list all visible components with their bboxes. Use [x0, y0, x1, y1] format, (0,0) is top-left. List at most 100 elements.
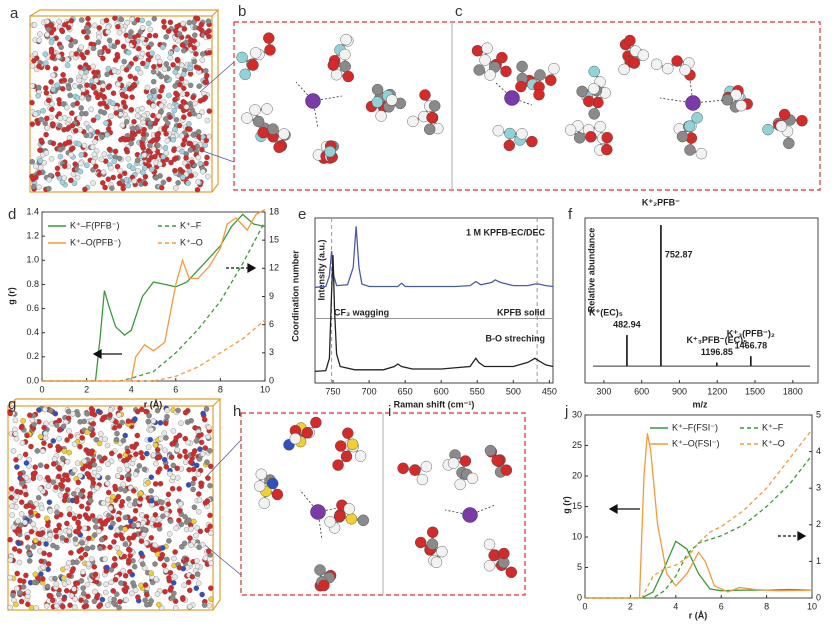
- atom: [95, 408, 102, 415]
- atom: [103, 589, 109, 596]
- atom: [205, 18, 212, 24]
- atom: [52, 65, 59, 72]
- atom: [102, 556, 108, 562]
- atom: [484, 69, 496, 81]
- y2-tick-label: 15: [269, 235, 279, 245]
- atom: [342, 70, 354, 83]
- atom: [88, 106, 94, 113]
- atom: [46, 536, 53, 543]
- atom: [59, 461, 65, 467]
- atom: [195, 508, 202, 515]
- atom: [40, 107, 46, 114]
- atom: [90, 158, 97, 165]
- atom: [76, 77, 83, 84]
- atom: [36, 37, 43, 44]
- zoom-line: [199, 61, 235, 93]
- atom: [18, 499, 25, 505]
- atom: [255, 468, 267, 480]
- atom: [29, 417, 36, 423]
- atom: [188, 542, 194, 548]
- atom: [158, 184, 165, 191]
- atom: [194, 571, 201, 577]
- atom: [44, 18, 50, 25]
- atom: [61, 77, 68, 83]
- atom: [183, 526, 190, 533]
- atom: [202, 142, 208, 148]
- atom: [82, 74, 88, 81]
- atom: [106, 512, 112, 519]
- atom: [64, 458, 71, 465]
- x-tick-label: 600: [434, 386, 449, 396]
- atom: [23, 475, 30, 481]
- atom: [105, 489, 112, 496]
- atom: [85, 96, 92, 102]
- box-edge: [211, 10, 219, 193]
- atom: [249, 47, 262, 59]
- atom: [91, 22, 98, 29]
- atom: [89, 544, 96, 551]
- atom: [69, 110, 75, 116]
- atom: [204, 498, 211, 504]
- atom: [17, 454, 23, 460]
- atom: [236, 51, 248, 64]
- atom: [91, 598, 98, 605]
- atom: [37, 433, 44, 440]
- atom: [198, 21, 205, 28]
- atom: [84, 545, 90, 552]
- atom: [151, 63, 157, 70]
- atom: [78, 69, 85, 76]
- atom: [150, 146, 157, 153]
- atom: [108, 113, 114, 120]
- atom: [181, 26, 188, 32]
- atom: [122, 104, 128, 110]
- atom: [132, 56, 139, 62]
- atom: [154, 447, 161, 453]
- atom: [78, 578, 85, 584]
- atom: [583, 95, 595, 108]
- atom: [118, 16, 125, 23]
- atom: [135, 167, 141, 174]
- atom: [112, 562, 118, 568]
- atom: [83, 603, 90, 609]
- atom: [56, 473, 62, 480]
- atom: [35, 512, 41, 519]
- atom: [65, 415, 72, 421]
- atom: [140, 131, 147, 137]
- atom: [76, 141, 82, 147]
- atom: [160, 179, 167, 186]
- atom: [112, 576, 119, 583]
- atom: [131, 178, 138, 184]
- atom: [80, 86, 86, 93]
- atom: [61, 596, 67, 602]
- atom: [180, 141, 186, 148]
- atom: [126, 535, 132, 542]
- y2-tick-label: 5: [816, 409, 821, 419]
- atom: [110, 174, 117, 181]
- atom: [101, 45, 108, 51]
- atom: [628, 57, 640, 69]
- atom: [174, 465, 180, 472]
- atom: [116, 180, 123, 187]
- atom: [172, 549, 178, 555]
- atom: [342, 427, 354, 439]
- atom: [133, 441, 140, 447]
- atom: [139, 35, 146, 42]
- arrow-head: [797, 530, 807, 542]
- atom: [61, 175, 68, 181]
- atom: [98, 431, 104, 437]
- atom: [86, 535, 92, 542]
- atom: [141, 152, 148, 158]
- atom: [107, 153, 113, 160]
- atom: [203, 137, 210, 144]
- atom: [64, 62, 71, 69]
- atom: [459, 455, 472, 467]
- x-tick-label: 2: [628, 601, 633, 611]
- atom: [197, 528, 204, 535]
- atom: [38, 137, 44, 144]
- atom: [170, 580, 177, 586]
- atom: [42, 51, 49, 57]
- atom: [601, 143, 613, 156]
- atom: [129, 443, 135, 450]
- atom: [150, 102, 157, 109]
- atom: [65, 408, 72, 415]
